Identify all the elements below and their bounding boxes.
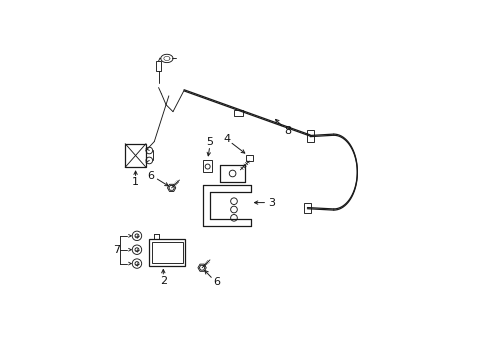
Text: 1: 1	[132, 177, 139, 188]
Text: 5: 5	[206, 136, 213, 147]
Text: 2: 2	[160, 276, 166, 286]
Text: 4: 4	[223, 134, 230, 144]
Text: 6: 6	[213, 278, 220, 287]
Text: 3: 3	[267, 198, 274, 208]
Text: 7: 7	[112, 245, 120, 255]
Text: 8: 8	[284, 126, 291, 135]
Text: 6: 6	[147, 171, 154, 181]
